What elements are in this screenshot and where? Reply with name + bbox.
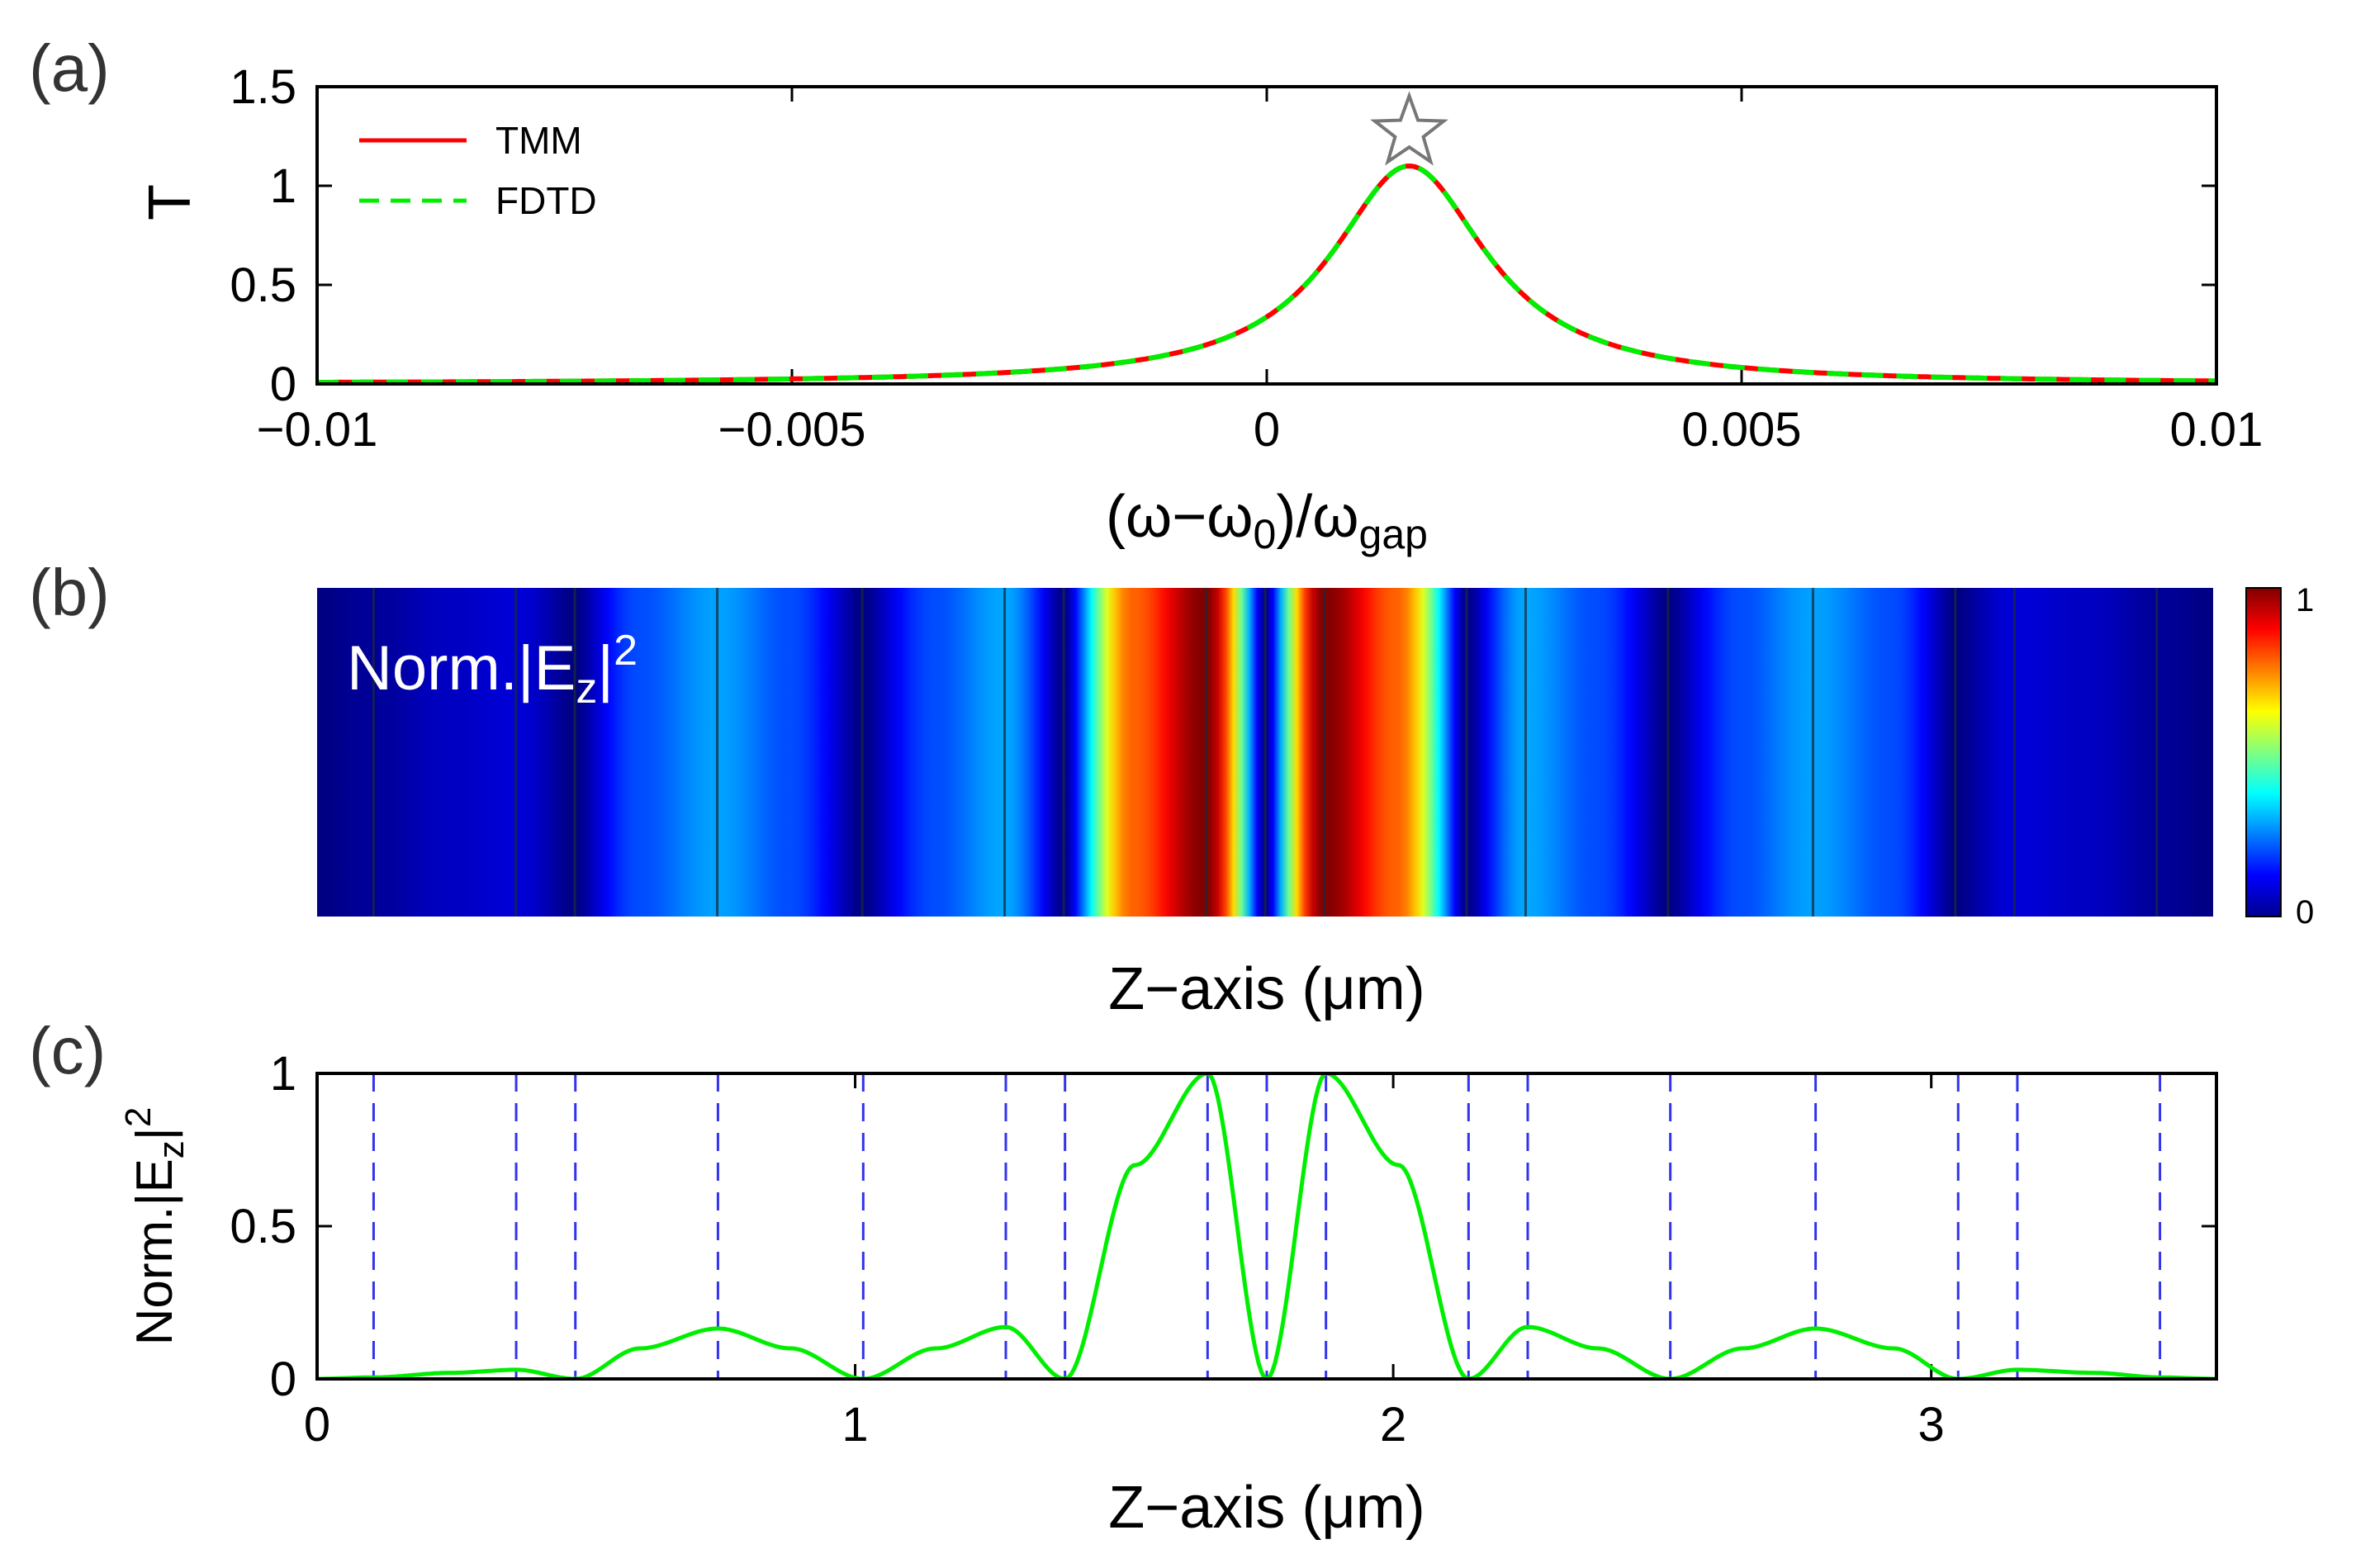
y-tick-label: 1.5	[230, 60, 296, 114]
x-tick-label: 2	[1380, 1398, 1406, 1452]
panel-a-label: (a)	[29, 31, 110, 105]
panel-a-ticks: −0.01 −0.005 0 0.005 0.01 0 0.5 1 1.5	[230, 60, 2263, 457]
y-tick-label: 0	[270, 358, 296, 411]
legend-fdtd-label: FDTD	[495, 179, 597, 222]
y-tick-label: 1	[270, 159, 296, 213]
panel-a-ylabel: T	[137, 184, 203, 220]
panel-a-xlabel: (ω−ω0)/ωgap	[1106, 484, 1428, 557]
panel-c-xlabel: Z−axis (μm)	[1108, 1475, 1425, 1541]
x-tick-label: 1	[841, 1398, 868, 1452]
panel-c: (c) 0 1 2 3 0 0.5 1 Norm.|Ez|2 Z−axis (μm)	[29, 1014, 2218, 1541]
x-tick-label: 0	[1254, 403, 1280, 457]
x-tick-label: −0.005	[718, 403, 865, 457]
panel-a: (a) −0.01 −0.005 0 0.005 0.01 0 0.5 1 1.5 T (ω−ω…	[29, 31, 2263, 557]
y-tick-label: 0	[270, 1352, 296, 1406]
y-tick-label: 0.5	[230, 258, 296, 312]
x-tick-label: 0.01	[2170, 403, 2264, 457]
colorbar-tick-min: 0	[2296, 894, 2314, 931]
field-curve	[317, 1073, 2216, 1379]
heatmap-annotation: Norm.|Ez|2	[347, 627, 638, 713]
heatmap-layer-lines	[372, 588, 2159, 917]
y-tick-label: 0.5	[230, 1200, 296, 1253]
panel-c-layer-lines	[372, 1073, 2162, 1379]
panel-c-ticks: 0 1 2 3 0 0.5 1	[230, 1047, 2216, 1452]
panel-a-legend: TMM FDTD	[359, 119, 597, 222]
panel-a-axes-box	[315, 85, 2218, 386]
star-icon	[1370, 91, 1448, 166]
fdtd-curve	[317, 163, 2216, 384]
tmm-curve	[317, 163, 2216, 384]
y-tick-label: 1	[270, 1047, 296, 1101]
colorbar-tick-max: 1	[2296, 582, 2314, 618]
x-tick-label: 0.005	[1681, 403, 1801, 457]
panel-b-label: (b)	[29, 556, 110, 629]
colorbar	[2245, 587, 2282, 917]
x-tick-label: 3	[1918, 1398, 1945, 1452]
panel-b-xlabel: Z−axis (μm)	[1108, 956, 1425, 1022]
x-tick-label: −0.01	[257, 403, 378, 457]
panel-b: (b) Norm.|Ez|2 1 0 Z−axis (μm)	[29, 556, 2314, 1022]
x-tick-label: 0	[304, 1398, 330, 1452]
panel-c-axes-box	[315, 1072, 2218, 1381]
legend-tmm-label: TMM	[495, 119, 582, 162]
panel-c-ylabel: Norm.|Ez|2	[118, 1107, 192, 1346]
panel-c-label: (c)	[29, 1014, 106, 1087]
